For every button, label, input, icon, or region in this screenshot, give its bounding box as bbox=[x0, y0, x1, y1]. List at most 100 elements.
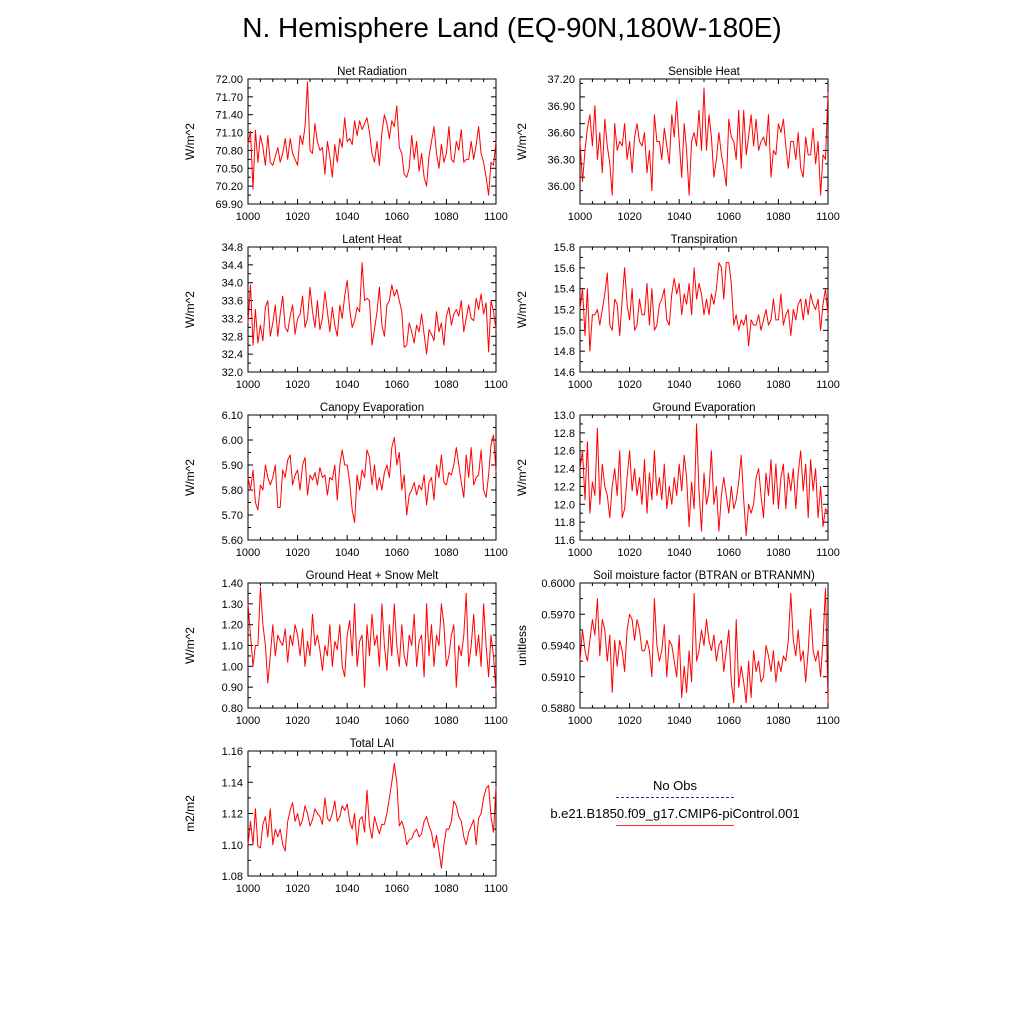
x-tick-label: 1000 bbox=[568, 211, 592, 223]
y-tick-label: 32.0 bbox=[222, 367, 243, 379]
y-tick-label: 6.10 bbox=[222, 410, 243, 422]
x-tick-label: 1060 bbox=[717, 211, 741, 223]
legend-run-label: b.e21.B1850.f09_g17.CMIP6-piControl.001 bbox=[550, 806, 800, 821]
series-line bbox=[247, 434, 497, 523]
y-tick-label: 36.60 bbox=[547, 128, 575, 140]
x-tick-label: 1080 bbox=[766, 547, 790, 559]
y-tick-label: 0.80 bbox=[222, 703, 243, 715]
y-tick-label: 33.6 bbox=[222, 296, 243, 308]
y-tick-label: 0.5910 bbox=[541, 672, 575, 684]
y-tick-label: 0.90 bbox=[222, 682, 243, 694]
series-line bbox=[247, 81, 497, 196]
x-tick-label: 1060 bbox=[385, 715, 409, 727]
y-tick-label: 1.20 bbox=[222, 620, 243, 632]
chart-title: Transpiration bbox=[671, 234, 738, 246]
x-tick-label: 1000 bbox=[568, 379, 592, 391]
x-tick-label: 1100 bbox=[484, 547, 508, 559]
x-tick-label: 1060 bbox=[717, 715, 741, 727]
y-tick-label: 32.8 bbox=[222, 331, 243, 343]
y-tick-label: 71.10 bbox=[215, 128, 243, 140]
x-tick-label: 1000 bbox=[236, 883, 260, 895]
x-tick-label: 1040 bbox=[335, 379, 359, 391]
series-line bbox=[579, 262, 829, 352]
x-tick-label: 1080 bbox=[434, 211, 458, 223]
y-tick-label: 12.0 bbox=[554, 499, 575, 511]
chart-panel-8: 1000 1020 1040 1060 1080 1100 0.5880 0.5910 0.59… bbox=[515, 570, 840, 727]
y-axis-label: W/m^2 bbox=[183, 123, 197, 160]
x-tick-label: 1020 bbox=[285, 547, 309, 559]
x-tick-label: 1000 bbox=[236, 715, 260, 727]
x-tick-label: 1060 bbox=[717, 379, 741, 391]
chart-panel-6: 1000 1020 1040 1060 1080 1100 11.6 11.8 12.0 12.2… bbox=[515, 402, 840, 559]
x-tick-label: 1060 bbox=[717, 547, 741, 559]
x-tick-label: 1020 bbox=[617, 715, 641, 727]
chart-panel-3: 1000 1020 1040 1060 1080 1100 32.0 32.4 32.8 33.2… bbox=[183, 234, 508, 391]
y-tick-label: 1.00 bbox=[222, 661, 243, 673]
y-tick-label: 1.08 bbox=[222, 871, 243, 883]
y-tick-label: 0.5940 bbox=[541, 641, 575, 653]
y-tick-label: 1.10 bbox=[222, 641, 243, 653]
x-tick-label: 1100 bbox=[816, 715, 840, 727]
y-tick-label: 13.0 bbox=[554, 410, 575, 422]
series-line bbox=[247, 763, 497, 869]
x-tick-label: 1020 bbox=[285, 379, 309, 391]
x-tick-label: 1060 bbox=[385, 379, 409, 391]
series-line bbox=[247, 586, 497, 692]
y-tick-label: 34.0 bbox=[222, 278, 243, 290]
x-tick-label: 1080 bbox=[434, 883, 458, 895]
y-axis-label: W/m^2 bbox=[515, 123, 529, 160]
y-axis-label: m2/m2 bbox=[183, 795, 197, 832]
chart-panel-7: 1000 1020 1040 1060 1080 1100 0.80 0.90 1.00 1.10… bbox=[183, 570, 508, 727]
y-tick-label: 1.10 bbox=[222, 840, 243, 852]
y-tick-label: 69.90 bbox=[215, 199, 243, 211]
chart-title: Soil moisture factor (BTRAN or BTRANMN) bbox=[593, 570, 815, 582]
x-tick-label: 1040 bbox=[335, 547, 359, 559]
y-tick-label: 5.90 bbox=[222, 460, 243, 472]
x-tick-label: 1080 bbox=[766, 715, 790, 727]
y-tick-label: 71.40 bbox=[215, 110, 243, 122]
chart-title: Latent Heat bbox=[342, 234, 402, 246]
chart-panel-9: 1000 1020 1040 1060 1080 1100 1.08 1.10 1.12 1.14… bbox=[183, 738, 508, 895]
x-tick-label: 1020 bbox=[617, 547, 641, 559]
chart-panel-4: 1000 1020 1040 1060 1080 1100 14.6 14.8 15.0 15.2… bbox=[515, 234, 840, 391]
x-tick-label: 1100 bbox=[816, 547, 840, 559]
legend: No Obs b.e21.B1850.f09_g17.CMIP6-piContr… bbox=[540, 778, 810, 834]
x-tick-label: 1040 bbox=[335, 883, 359, 895]
y-tick-label: 12.6 bbox=[554, 446, 575, 458]
y-tick-label: 5.60 bbox=[222, 535, 243, 547]
x-tick-label: 1020 bbox=[285, 211, 309, 223]
x-tick-label: 1080 bbox=[766, 379, 790, 391]
y-tick-label: 34.8 bbox=[222, 242, 243, 254]
y-tick-label: 1.12 bbox=[222, 809, 243, 821]
x-tick-label: 1020 bbox=[285, 715, 309, 727]
y-tick-label: 5.70 bbox=[222, 510, 243, 522]
y-tick-label: 1.40 bbox=[222, 578, 243, 590]
y-tick-label: 6.00 bbox=[222, 435, 243, 447]
y-axis-label: W/m^2 bbox=[515, 459, 529, 496]
y-tick-label: 72.00 bbox=[215, 74, 243, 86]
y-axis-label: unitless bbox=[515, 625, 529, 666]
x-tick-label: 1040 bbox=[667, 715, 691, 727]
series-line bbox=[247, 262, 497, 355]
y-tick-label: 15.4 bbox=[554, 284, 575, 296]
x-tick-label: 1100 bbox=[484, 379, 508, 391]
y-tick-label: 14.6 bbox=[554, 367, 575, 379]
x-tick-label: 1100 bbox=[816, 379, 840, 391]
y-tick-label: 70.80 bbox=[215, 145, 243, 157]
y-tick-label: 12.2 bbox=[554, 481, 575, 493]
y-tick-label: 12.8 bbox=[554, 428, 575, 440]
chart-panel-1: 1000 1020 1040 1060 1080 1100 69.90 70.20 70.50 7… bbox=[183, 66, 508, 223]
y-tick-label: 0.5970 bbox=[541, 609, 575, 621]
plot-frame bbox=[247, 750, 497, 877]
y-tick-label: 33.2 bbox=[222, 313, 243, 325]
x-tick-label: 1040 bbox=[667, 211, 691, 223]
y-axis-label: W/m^2 bbox=[515, 291, 529, 328]
legend-obs-label: No Obs bbox=[652, 778, 698, 793]
y-tick-label: 70.50 bbox=[215, 163, 243, 175]
y-tick-label: 1.14 bbox=[222, 777, 243, 789]
y-tick-label: 11.6 bbox=[554, 535, 575, 547]
x-tick-label: 1040 bbox=[667, 379, 691, 391]
x-tick-label: 1060 bbox=[385, 883, 409, 895]
x-tick-label: 1000 bbox=[236, 547, 260, 559]
y-tick-label: 5.80 bbox=[222, 485, 243, 497]
